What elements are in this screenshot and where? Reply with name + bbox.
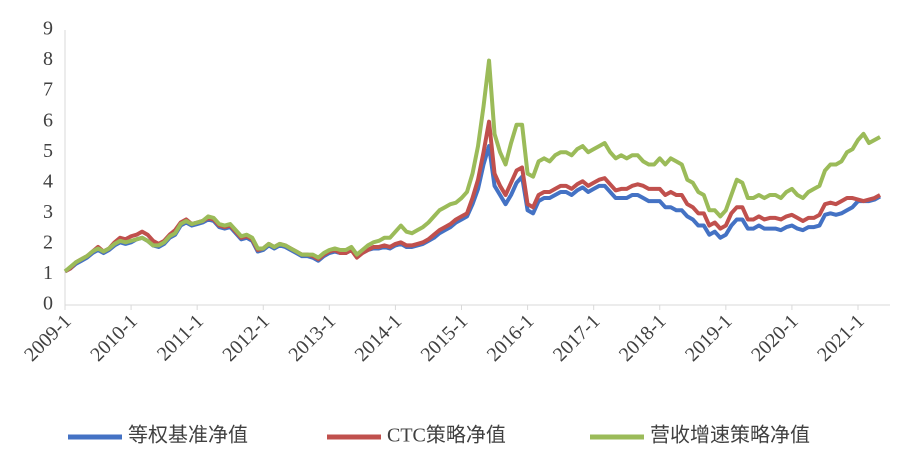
y-tick-label: 5 bbox=[43, 140, 53, 162]
y-tick-label: 2 bbox=[43, 231, 53, 253]
x-tick-label: 2015-1 bbox=[417, 310, 473, 366]
x-tick-label: 2019-1 bbox=[681, 310, 737, 366]
y-tick-label: 7 bbox=[43, 79, 53, 101]
x-tick-label: 2018-1 bbox=[615, 310, 671, 366]
y-tick-label: 6 bbox=[43, 109, 53, 131]
y-tick-label: 0 bbox=[43, 293, 53, 315]
x-tick-label: 2013-1 bbox=[284, 310, 340, 366]
x-tick-label: 2016-1 bbox=[483, 310, 539, 366]
y-tick-label: 1 bbox=[43, 262, 53, 284]
x-tick-label: 2011-1 bbox=[153, 310, 208, 365]
y-tick-label: 4 bbox=[43, 170, 53, 192]
x-tick-label: 2021-1 bbox=[813, 310, 869, 366]
x-tick-label: 2020-1 bbox=[747, 310, 803, 366]
x-tick-label: 2017-1 bbox=[549, 310, 605, 366]
y-tick-label: 3 bbox=[43, 201, 53, 223]
y-tick-label: 9 bbox=[43, 18, 53, 40]
series-line bbox=[63, 58, 882, 273]
x-tick-label: 2014-1 bbox=[351, 310, 407, 366]
legend-label: CTC策略净值 bbox=[387, 424, 506, 447]
y-tick-label: 8 bbox=[43, 48, 53, 70]
legend-label: 等权基准净值 bbox=[128, 424, 248, 447]
legend-label: 营收增速策略净值 bbox=[650, 424, 810, 447]
x-tick-label: 2009-1 bbox=[20, 310, 76, 366]
x-tick-label: 2010-1 bbox=[86, 310, 142, 366]
x-tick-label: 2012-1 bbox=[218, 310, 274, 366]
